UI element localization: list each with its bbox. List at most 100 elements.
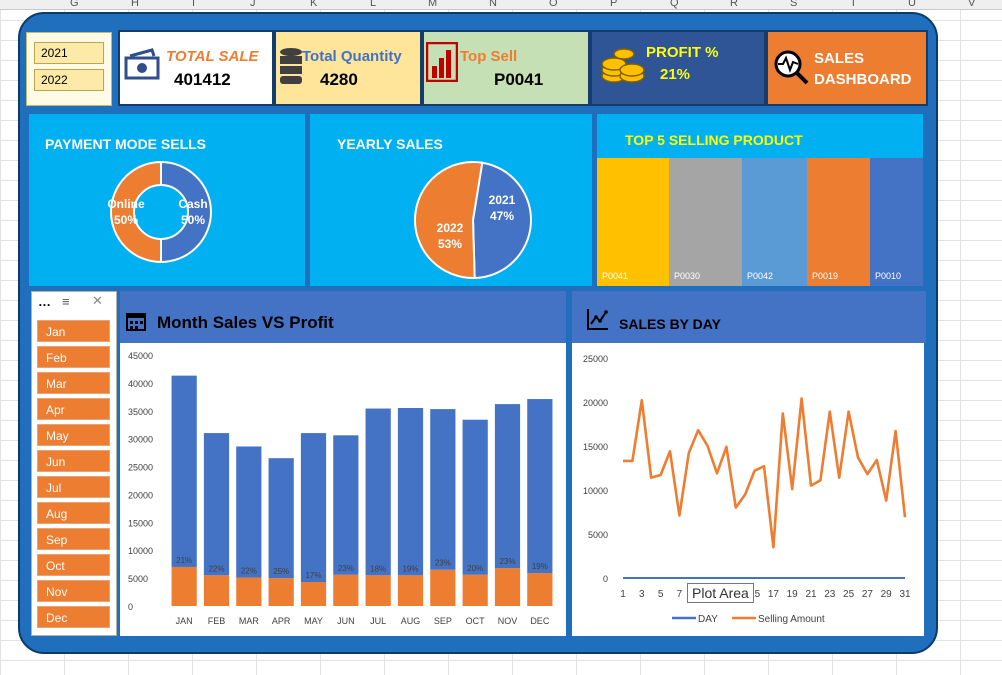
month-button-jun[interactable]: Jun xyxy=(37,450,110,472)
month-xtick-may: MAY xyxy=(304,616,323,626)
month-xtick-jan: JAN xyxy=(176,616,193,626)
top5-chart: P0041 P0030 P0042 P0019 P0010 xyxy=(597,158,923,286)
top5-label-p0041: P0041 xyxy=(602,271,628,281)
day-xtick-23: 23 xyxy=(824,589,836,600)
month-button-mar[interactable]: Mar xyxy=(37,372,110,394)
day-xtick-17: 17 xyxy=(768,589,780,600)
year-button-2021[interactable]: 2021 xyxy=(34,42,104,64)
profit-bar-feb xyxy=(203,575,230,606)
profit-label-jul: 18% xyxy=(370,564,386,573)
month-ytick: 40000 xyxy=(128,379,153,389)
profit-label-sep: 23% xyxy=(435,559,451,568)
bar-chart-icon xyxy=(426,42,458,82)
top5-bar-p0030 xyxy=(669,158,742,286)
day-xtick-7: 7 xyxy=(677,589,683,600)
month-button-apr[interactable]: Apr xyxy=(37,398,110,420)
month-button-aug[interactable]: Aug xyxy=(37,502,110,524)
top5-title: TOP 5 SELLING PRODUCT xyxy=(625,132,803,148)
month-button-sep[interactable]: Sep xyxy=(37,528,110,550)
profit-bar-may xyxy=(300,582,327,606)
sales-bar-apr xyxy=(268,458,294,579)
column-header-r: R xyxy=(730,0,738,9)
day-xtick-27: 27 xyxy=(862,589,874,600)
slice-online xyxy=(110,160,162,264)
kpi-total-sale-value: 401412 xyxy=(174,70,231,89)
day-xtick-25: 25 xyxy=(843,589,855,600)
column-header-o: O xyxy=(549,0,558,9)
day-xtick-1: 1 xyxy=(620,589,626,600)
profit-bar-aug xyxy=(397,575,424,606)
sales-bar-jan xyxy=(171,375,197,567)
sales-bar-sep xyxy=(430,409,456,570)
column-header-g: G xyxy=(70,0,79,9)
slice-2022 xyxy=(414,161,484,279)
profit-label-feb: 22% xyxy=(208,564,224,573)
top5-label-p0019: P0019 xyxy=(812,271,838,281)
sales-bar-dec xyxy=(527,399,553,574)
database-icon xyxy=(280,48,302,84)
day-ytick: 25000 xyxy=(583,354,608,364)
column-header-i: I xyxy=(192,0,196,9)
payment-mode-panel: PAYMENT MODE SELLS Cash 50% Online 50% xyxy=(29,114,305,286)
profit-bar-apr xyxy=(268,578,294,606)
kpi-profit: PROFIT % 21% xyxy=(590,30,766,106)
kpi-total-sale-label: TOTAL SALE xyxy=(166,48,259,65)
month-button-oct[interactable]: Oct xyxy=(37,554,110,576)
profit-label-oct: 20% xyxy=(467,564,483,573)
line-chart-icon xyxy=(587,309,608,330)
month-ytick: 30000 xyxy=(128,435,153,445)
slice-2021 xyxy=(471,161,532,280)
month-ytick: 15000 xyxy=(128,518,153,528)
month-xtick-jun: JUN xyxy=(337,616,355,626)
yearly-sales-pie: 2021 47% 2022 53% xyxy=(414,161,532,280)
kpi-total-quantity: Total Quantity 4280 xyxy=(274,30,422,106)
month-button-may[interactable]: May xyxy=(37,424,110,446)
month-button-nov[interactable]: Nov xyxy=(37,580,110,602)
year-button-2022[interactable]: 2022 xyxy=(34,69,104,91)
slice-value-online: 50% xyxy=(114,213,138,227)
month-button-dec[interactable]: Dec xyxy=(37,606,110,628)
multi-select-icon[interactable]: ≡ xyxy=(62,294,70,309)
month-xtick-jul: JUL xyxy=(370,616,386,626)
month-xtick-oct: OCT xyxy=(466,616,486,626)
slicer-more-icon[interactable]: … xyxy=(38,294,51,309)
day-chart-title: SALES BY DAY xyxy=(619,316,721,332)
month-xtick-sep: SEP xyxy=(434,616,452,626)
kpi-total-quantity-label: Total Quantity xyxy=(302,48,402,65)
column-header-q: Q xyxy=(670,0,679,9)
month-button-jul[interactable]: Jul xyxy=(37,476,110,498)
day-ytick: 10000 xyxy=(583,486,608,496)
series-line-selling-amount xyxy=(623,397,907,549)
slice-label-online: Online xyxy=(107,197,145,211)
month-sales-profit-chart: 0 5000 10000 15000 20000 25000 30000 35000 40000… xyxy=(120,343,566,636)
profit-bar-jun xyxy=(333,574,359,606)
month-button-feb[interactable]: Feb xyxy=(37,346,110,368)
column-header-h: H xyxy=(131,0,139,9)
yearly-sales-panel: YEARLY SALES 2021 47% 2022 53% xyxy=(310,114,592,286)
top5-panel: TOP 5 SELLING PRODUCT P0041 P0030 P0042 P00… xyxy=(597,114,923,286)
month-button-jan[interactable]: Jan xyxy=(37,320,110,342)
profit-bar-nov xyxy=(494,568,521,606)
column-header-s: S xyxy=(790,0,798,9)
plot-area-tooltip: Plot Area xyxy=(687,583,754,603)
month-chart-header xyxy=(120,291,566,343)
clear-filter-icon[interactable]: ✕ xyxy=(92,293,103,308)
sales-bar-aug xyxy=(397,407,424,576)
sales-bar-jul xyxy=(365,408,391,576)
month-xtick-apr: APR xyxy=(272,616,291,626)
month-ytick: 35000 xyxy=(128,407,153,417)
column-header-v: V xyxy=(968,0,976,9)
month-ytick: 20000 xyxy=(128,490,153,500)
column-header-p: P xyxy=(610,0,618,9)
profit-bar-oct xyxy=(462,574,488,606)
dashboard-title-line2: DASHBOARD xyxy=(814,71,912,88)
slice-label-cash: Cash xyxy=(178,197,207,211)
day-xtick-19: 19 xyxy=(787,589,799,600)
top5-bar-p0019 xyxy=(807,158,870,286)
top5-label-p0010: P0010 xyxy=(875,271,901,281)
kpi-profit-value: 21% xyxy=(660,66,691,83)
profit-bar-sep xyxy=(430,569,456,606)
profit-label-dec: 19% xyxy=(532,562,548,571)
kpi-total-sale: TOTAL SALE 401412 xyxy=(118,30,274,106)
